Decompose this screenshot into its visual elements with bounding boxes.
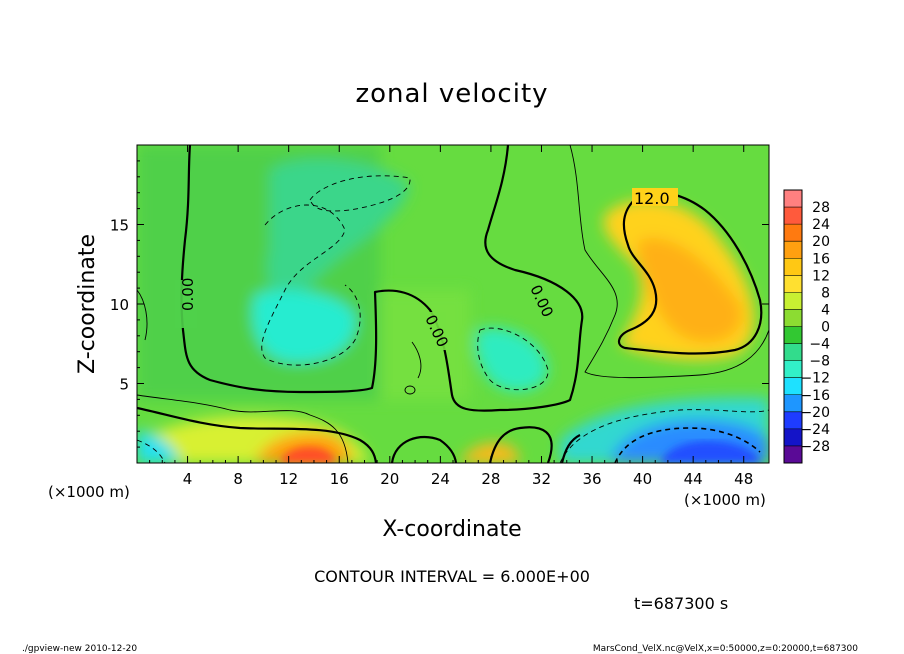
x-tick-label: 32 [532,470,551,488]
x-tick-label: 4 [183,470,193,488]
colorbar-swatch [784,343,802,362]
time-stamp: t=687300 s [634,594,728,613]
field-region-red-spot-left [280,446,335,463]
colorbar-swatch [784,190,802,208]
contour-neg6-upper [309,175,411,212]
x-axis: 4 8 12 16 20 24 28 32 36 40 44 48 [149,145,753,488]
x-tick-label: 12 [279,470,298,488]
contour-small-ring [404,385,416,395]
colorbar-swatch [784,360,802,379]
contour-label: 12.0 [634,189,670,208]
colorbar-label: 28 [812,200,830,216]
x-tick-label: 44 [684,470,703,488]
colorbar-swatch [784,445,802,464]
colorbar-label: −12 [800,371,830,387]
colorbar-label: −20 [800,405,830,421]
colorbar-label: −8 [809,354,830,370]
colorbar-label: −28 [800,439,830,455]
contour-twelve [617,191,763,355]
colorbar-label: −24 [800,422,830,438]
x-tick-label: 40 [633,470,652,488]
colorbar-swatch [784,428,802,447]
contour-neg12-lower-right [614,427,761,463]
colorbar-label: 12 [812,268,830,284]
colorbar-label: 4 [821,302,830,318]
colorbar-swatch [784,207,802,225]
colorbar-swatch [784,377,802,396]
field-region-orange-core [638,238,742,343]
x-tick-label: 36 [582,470,601,488]
z-unit-label: (×1000 m) [684,491,766,509]
chart-title: zonal velocity [355,79,548,109]
field-region-cyan-lower-left [137,430,180,463]
contour-neg6-lower-left [137,439,166,463]
contour-zero-left [180,145,584,412]
y-axis: 5 10 15 [110,160,769,448]
colorbar-label: 24 [812,217,830,233]
colorbar-label: 8 [821,285,830,301]
contour-label: 0.00 [179,278,197,311]
field-region-deepblue-spot [660,440,760,463]
y-tick-label: 5 [119,376,129,394]
contour-zero-lower [137,406,458,463]
colorbar-swatch [784,241,802,259]
field-region-orange-lower-mid [460,443,519,463]
x-tick-label: 48 [734,470,753,488]
colorbar-label: −16 [800,388,830,404]
x-tick-label: 28 [481,470,500,488]
contour-neg6-left-blob [261,204,361,366]
footer-right: MarsCond_VelX.nc@VelX,x=0:50000,z=0:2000… [593,644,858,654]
colorbar-swatch [784,394,802,413]
colorbar-swatch [784,326,802,345]
colorbar-swatch [784,309,802,327]
y-tick-label: 15 [110,217,129,235]
contour-pos6-right [569,145,769,379]
x-tick-label: 16 [330,470,349,488]
x-unit-label: (×1000 m) [48,483,130,501]
colorbar-label: 20 [812,234,830,250]
x-tick-label: 24 [431,470,450,488]
colorbar-swatch [784,258,802,276]
contour-small-ripple [411,341,422,379]
y-axis-title: Z-coordinate [75,234,100,374]
plot-area: 0.00 0.00 0.00 12.0 [137,145,769,463]
field-region-cyan-upper [267,159,410,306]
x-tick-label: 8 [233,470,243,488]
contour-neg6-lower-right [559,409,769,463]
contour-zero-lower-right [488,426,581,463]
x-tick-label: 20 [380,470,399,488]
colorbar-swatch [784,224,802,242]
y-tick-label: 10 [110,296,129,314]
colorbar-label: 0 [821,320,830,336]
footer-left: ./gpview-new 2010-12-20 [22,644,137,654]
contour-neg6-mid [477,327,549,391]
field-region-cyan-blob-mid [475,327,548,392]
colorbar-swatch [784,411,802,430]
x-axis-title: X-coordinate [382,517,521,542]
field-region-cyan-blob-left [252,290,356,363]
colorbar-label: 16 [812,251,830,267]
colorbar-swatch [784,275,802,293]
contour-pos6-lower [137,394,349,463]
colorbar-label: −4 [809,337,830,353]
colorbar-swatch [784,292,802,310]
contour-pos6-left [137,289,148,341]
contour-interval-note: CONTOUR INTERVAL = 6.000E+00 [314,567,590,586]
